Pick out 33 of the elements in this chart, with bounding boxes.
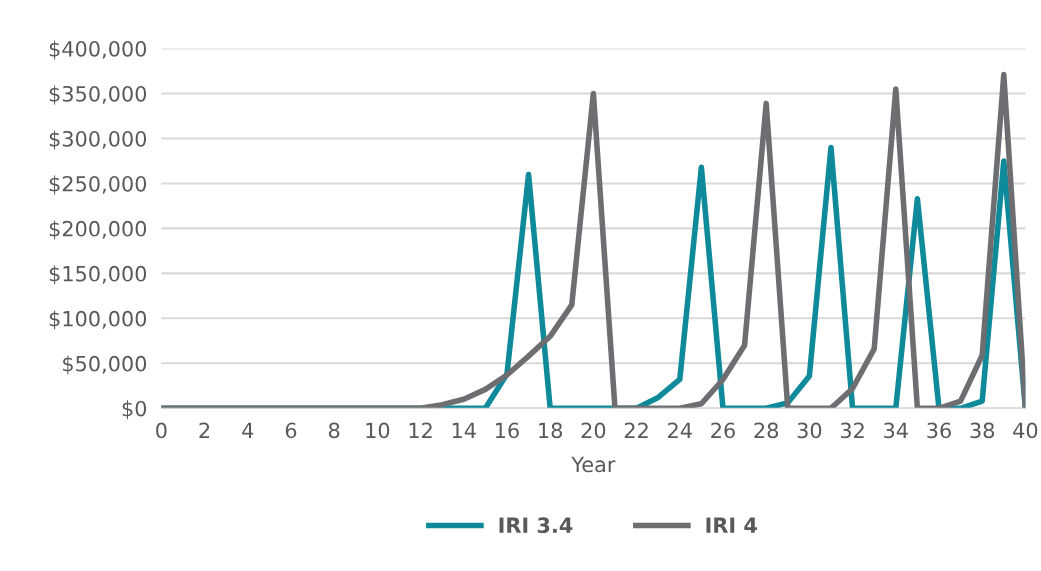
x-tick-label: 20 — [581, 422, 606, 439]
y-tick-label: $0 — [122, 400, 147, 420]
x-tick-label: 6 — [285, 422, 297, 439]
y-tick-label: $250,000 — [49, 175, 147, 195]
x-tick-label: 4 — [242, 422, 254, 438]
legend-label: IRI 3.4 — [499, 517, 573, 534]
y-tick-label: $150,000 — [49, 265, 147, 285]
x-tick-label: 14 — [452, 422, 476, 438]
x-tick-label: 40 — [1013, 422, 1038, 439]
x-tick-label: 2 — [199, 422, 210, 438]
x-tick-label: 24 — [668, 422, 692, 438]
x-tick-label: 10 — [366, 422, 390, 439]
y-tick-label: $300,000 — [49, 130, 147, 150]
x-tick-label: 12 — [409, 422, 432, 438]
y-tick-label: $200,000 — [49, 220, 147, 240]
x-tick-label: 38 — [970, 422, 995, 439]
y-tick-label: $50,000 — [63, 355, 147, 375]
x-tick-label: 16 — [496, 422, 519, 439]
x-tick-label: 32 — [840, 422, 864, 439]
x-tick-label: 0 — [156, 422, 167, 439]
y-tick-label: $400,000 — [49, 40, 147, 60]
x-tick-label: 36 — [927, 422, 951, 439]
y-tick-label: $350,000 — [49, 85, 147, 105]
x-axis-title: Year — [571, 456, 616, 473]
x-tick-label: 34 — [884, 422, 908, 439]
x-tick-label: 30 — [797, 422, 822, 439]
x-tick-label: 28 — [754, 422, 779, 439]
x-tick-label: 8 — [328, 422, 340, 439]
legend-label: IRI 4 — [706, 517, 757, 533]
x-tick-label: 22 — [624, 422, 648, 438]
y-tick-label: $100,000 — [49, 310, 147, 330]
x-tick-label: 26 — [711, 422, 735, 439]
x-tick-label: 18 — [539, 422, 562, 439]
